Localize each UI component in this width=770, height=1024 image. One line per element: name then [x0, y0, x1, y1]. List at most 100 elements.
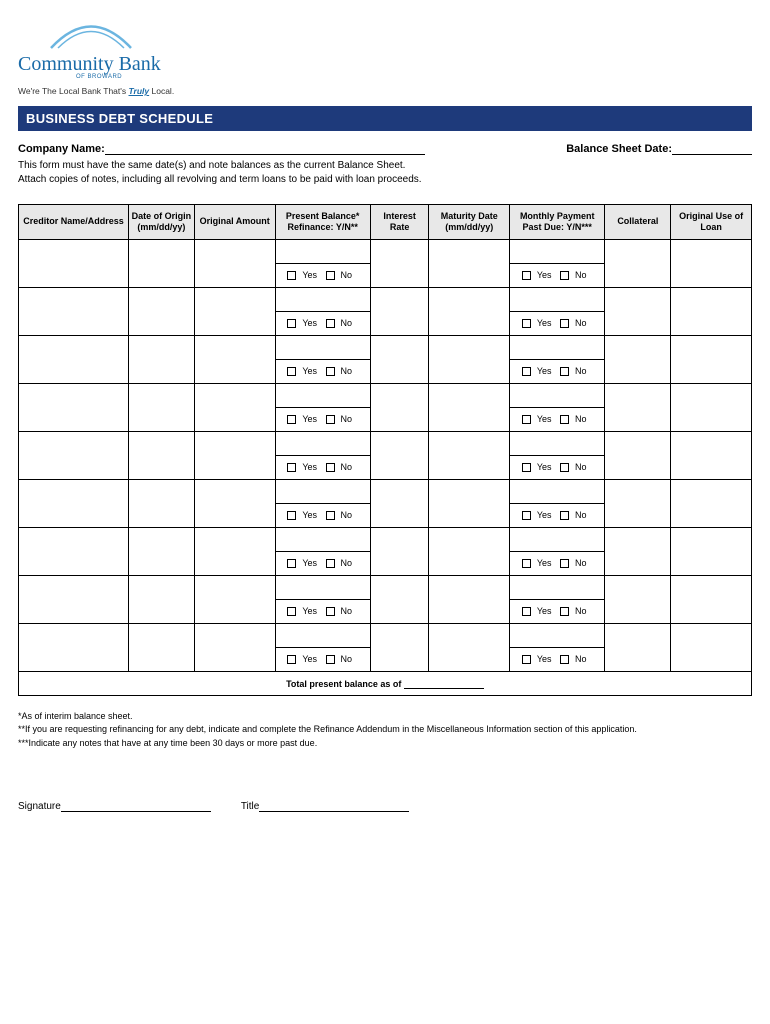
checkbox-pastdue-no[interactable]	[560, 463, 569, 472]
cell-present-balance[interactable]	[275, 335, 370, 359]
cell-interest-rate[interactable]	[370, 479, 429, 527]
cell-collateral[interactable]	[605, 287, 671, 335]
checkbox-refinance-yes[interactable]	[287, 655, 296, 664]
checkbox-refinance-yes[interactable]	[287, 367, 296, 376]
cell-present-balance[interactable]	[275, 479, 370, 503]
cell-date-origin[interactable]	[128, 431, 194, 479]
checkbox-pastdue-yes[interactable]	[522, 511, 531, 520]
checkbox-refinance-yes[interactable]	[287, 559, 296, 568]
cell-monthly-payment[interactable]	[510, 479, 605, 503]
cell-creditor[interactable]	[19, 239, 129, 287]
checkbox-pastdue-yes[interactable]	[522, 415, 531, 424]
cell-present-balance[interactable]	[275, 287, 370, 311]
cell-creditor[interactable]	[19, 479, 129, 527]
cell-creditor[interactable]	[19, 623, 129, 671]
cell-maturity-date[interactable]	[429, 239, 510, 287]
cell-present-balance[interactable]	[275, 575, 370, 599]
cell-interest-rate[interactable]	[370, 623, 429, 671]
cell-date-origin[interactable]	[128, 287, 194, 335]
cell-creditor[interactable]	[19, 527, 129, 575]
checkbox-pastdue-yes[interactable]	[522, 463, 531, 472]
cell-present-balance[interactable]	[275, 239, 370, 263]
cell-maturity-date[interactable]	[429, 527, 510, 575]
checkbox-refinance-no[interactable]	[326, 511, 335, 520]
cell-original-use[interactable]	[671, 479, 752, 527]
balance-date-input[interactable]	[672, 143, 752, 155]
checkbox-refinance-no[interactable]	[326, 367, 335, 376]
cell-interest-rate[interactable]	[370, 287, 429, 335]
checkbox-pastdue-yes[interactable]	[522, 607, 531, 616]
cell-maturity-date[interactable]	[429, 431, 510, 479]
cell-interest-rate[interactable]	[370, 431, 429, 479]
checkbox-pastdue-no[interactable]	[560, 367, 569, 376]
checkbox-refinance-no[interactable]	[326, 271, 335, 280]
checkbox-pastdue-no[interactable]	[560, 319, 569, 328]
cell-original-use[interactable]	[671, 287, 752, 335]
cell-collateral[interactable]	[605, 623, 671, 671]
checkbox-pastdue-no[interactable]	[560, 559, 569, 568]
cell-monthly-payment[interactable]	[510, 527, 605, 551]
checkbox-pastdue-no[interactable]	[560, 271, 569, 280]
checkbox-refinance-no[interactable]	[326, 559, 335, 568]
cell-present-balance[interactable]	[275, 383, 370, 407]
cell-collateral[interactable]	[605, 335, 671, 383]
cell-monthly-payment[interactable]	[510, 383, 605, 407]
cell-maturity-date[interactable]	[429, 383, 510, 431]
cell-original-use[interactable]	[671, 239, 752, 287]
cell-original-amount[interactable]	[194, 335, 275, 383]
checkbox-pastdue-yes[interactable]	[522, 367, 531, 376]
cell-original-amount[interactable]	[194, 239, 275, 287]
checkbox-pastdue-yes[interactable]	[522, 559, 531, 568]
cell-original-amount[interactable]	[194, 287, 275, 335]
cell-maturity-date[interactable]	[429, 287, 510, 335]
cell-original-use[interactable]	[671, 575, 752, 623]
checkbox-refinance-yes[interactable]	[287, 271, 296, 280]
cell-collateral[interactable]	[605, 479, 671, 527]
cell-interest-rate[interactable]	[370, 383, 429, 431]
cell-date-origin[interactable]	[128, 623, 194, 671]
cell-original-amount[interactable]	[194, 431, 275, 479]
cell-maturity-date[interactable]	[429, 575, 510, 623]
checkbox-pastdue-yes[interactable]	[522, 655, 531, 664]
checkbox-refinance-yes[interactable]	[287, 415, 296, 424]
cell-creditor[interactable]	[19, 575, 129, 623]
cell-maturity-date[interactable]	[429, 623, 510, 671]
checkbox-refinance-no[interactable]	[326, 415, 335, 424]
cell-monthly-payment[interactable]	[510, 287, 605, 311]
checkbox-refinance-no[interactable]	[326, 655, 335, 664]
cell-creditor[interactable]	[19, 383, 129, 431]
cell-original-amount[interactable]	[194, 623, 275, 671]
cell-date-origin[interactable]	[128, 575, 194, 623]
cell-creditor[interactable]	[19, 431, 129, 479]
cell-date-origin[interactable]	[128, 527, 194, 575]
cell-collateral[interactable]	[605, 431, 671, 479]
cell-original-use[interactable]	[671, 527, 752, 575]
cell-original-amount[interactable]	[194, 479, 275, 527]
cell-collateral[interactable]	[605, 383, 671, 431]
checkbox-refinance-yes[interactable]	[287, 607, 296, 616]
signature-input[interactable]	[61, 800, 211, 812]
cell-interest-rate[interactable]	[370, 335, 429, 383]
cell-monthly-payment[interactable]	[510, 335, 605, 359]
checkbox-pastdue-yes[interactable]	[522, 319, 531, 328]
cell-date-origin[interactable]	[128, 383, 194, 431]
cell-monthly-payment[interactable]	[510, 575, 605, 599]
cell-maturity-date[interactable]	[429, 335, 510, 383]
checkbox-refinance-yes[interactable]	[287, 511, 296, 520]
checkbox-refinance-yes[interactable]	[287, 463, 296, 472]
cell-monthly-payment[interactable]	[510, 623, 605, 647]
checkbox-refinance-no[interactable]	[326, 463, 335, 472]
cell-date-origin[interactable]	[128, 479, 194, 527]
cell-present-balance[interactable]	[275, 431, 370, 455]
checkbox-refinance-no[interactable]	[326, 607, 335, 616]
cell-date-origin[interactable]	[128, 239, 194, 287]
cell-collateral[interactable]	[605, 575, 671, 623]
checkbox-refinance-no[interactable]	[326, 319, 335, 328]
cell-interest-rate[interactable]	[370, 575, 429, 623]
checkbox-pastdue-yes[interactable]	[522, 271, 531, 280]
cell-date-origin[interactable]	[128, 335, 194, 383]
checkbox-pastdue-no[interactable]	[560, 607, 569, 616]
cell-original-use[interactable]	[671, 335, 752, 383]
cell-creditor[interactable]	[19, 335, 129, 383]
cell-original-use[interactable]	[671, 383, 752, 431]
